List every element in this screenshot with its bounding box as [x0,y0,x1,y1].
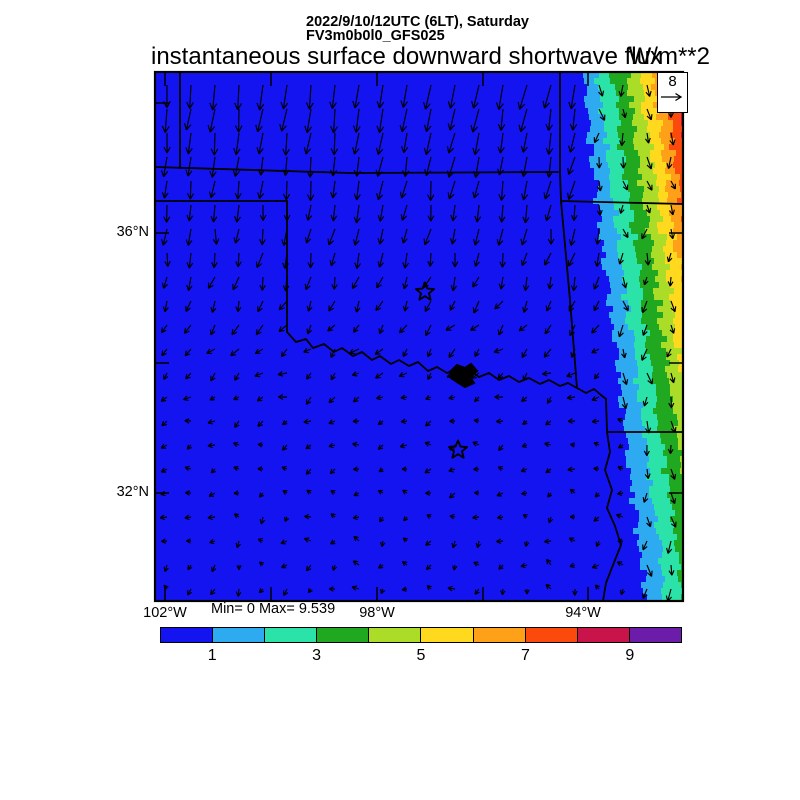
colorbar-segment [264,627,318,643]
colorbar-tick-label: 9 [625,647,635,664]
colorbar-tick-label: 1 [207,647,217,664]
city-star-marker [415,281,435,301]
model-name-header: FV3m0b0l0_GFS025 [306,27,445,44]
minmax-stats: Min= 0 Max= 9.539 [211,601,336,617]
border-ok-ar [560,200,578,389]
lon-label: 102°W [143,605,187,621]
colorbar-tick-label: 3 [312,647,322,664]
map-frame [153,70,685,603]
lat-label: 32°N [116,484,149,500]
datetime-header: 2022/9/10/12UTC (6LT), Saturday [306,14,529,30]
border-mo-west [559,72,562,202]
colorbar-segment [628,627,682,643]
lat-label: 36°N [116,224,149,240]
lake-texoma-blob [450,362,479,389]
colorbar-tick-label: 7 [520,647,530,664]
wind-vector-field [159,84,677,601]
map-layers [155,72,683,601]
vector-key-box: 8 [657,72,688,113]
border-tx-la-sabine [602,431,622,601]
colorbar-segment [368,627,422,643]
flux-band [673,72,683,144]
vector-key-arrow-icon [661,92,683,102]
colorbar-segment [160,627,214,643]
vector-key-value: 8 [668,73,677,90]
colorbar-segment [576,627,630,643]
colorbar-tick-label: 5 [416,647,426,664]
colorbar-segment [472,627,526,643]
colorbar-segment [212,627,266,643]
colorbar-segment [524,627,578,643]
city-star-marker [448,439,468,459]
lon-label: 98°W [359,605,395,621]
plot-title: instantaneous surface downward shortwave… [151,43,662,70]
border-tx-ar [605,398,608,433]
colorbar [160,627,682,643]
border-ks-south-37n [155,166,559,174]
units-label: W/m**2 [628,43,710,70]
axis-ticks [155,72,683,601]
lon-label: 94°W [565,605,601,621]
border-mo-ar-36.5n [560,200,683,205]
colorbar-segment [316,627,370,643]
colorbar-segment [420,627,474,643]
